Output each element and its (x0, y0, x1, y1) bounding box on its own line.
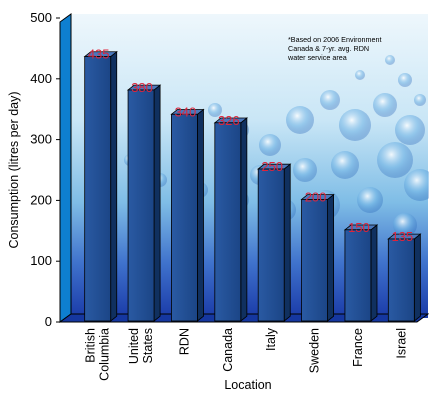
y-tick-label: 100 (30, 253, 52, 268)
bar-side (197, 108, 204, 322)
bubble-decoration (208, 103, 222, 117)
category-label: Columbia (98, 328, 112, 381)
chart-note: Canada & 7-yr. avg. RDN (288, 44, 369, 53)
bubble-decoration (339, 109, 371, 141)
y-tick-label: 300 (30, 132, 52, 147)
bar-front (214, 122, 242, 322)
bubble-decoration (398, 73, 412, 87)
x-axis-title: Location (224, 378, 271, 392)
bar-front (127, 89, 155, 322)
bar-front (171, 113, 198, 322)
bubble-decoration (355, 70, 365, 80)
bubble-decoration (393, 213, 417, 237)
category-label: States (141, 328, 155, 363)
bar-front (387, 238, 415, 322)
bar-value-label: 250 (261, 159, 283, 174)
bar (387, 233, 422, 322)
bar (257, 163, 292, 322)
category-label: RDN (177, 328, 191, 355)
bar-value-label: 150 (348, 220, 370, 235)
category-label: France (351, 328, 365, 367)
bar (126, 84, 162, 322)
chart-note: *Based on 2006 Environment (288, 35, 382, 44)
bubble-decoration (404, 169, 429, 201)
y-tick-label: 400 (30, 71, 52, 86)
bar-front (257, 168, 285, 322)
category-label: Sweden (308, 328, 322, 373)
bubble-decoration (414, 94, 426, 106)
bar-side (370, 224, 378, 322)
bar-value-label: 200 (305, 189, 327, 204)
bubble-decoration (320, 90, 340, 110)
bubble-decoration (377, 142, 413, 178)
bar-value-label: 340 (175, 104, 197, 119)
category-label: Italy (264, 327, 278, 351)
bar (343, 224, 379, 322)
bar-side (413, 233, 421, 322)
category-label: United (127, 328, 141, 364)
bar-front (301, 198, 328, 322)
y-tick-label: 0 (45, 314, 52, 329)
category-label: Canada (221, 328, 235, 372)
category-label: Israel (394, 328, 408, 359)
bubble-decoration (357, 187, 383, 213)
bar-front (84, 56, 112, 322)
bars (83, 50, 422, 322)
bar (170, 108, 205, 322)
bar-side (327, 193, 335, 322)
y-tick-label: 200 (30, 192, 52, 207)
bubble-decoration (385, 55, 395, 65)
bar-front (344, 229, 372, 322)
chart-note: water service area (287, 53, 347, 62)
bar-side (240, 117, 248, 322)
category-label: British (84, 328, 98, 363)
axes (56, 13, 429, 323)
bar (83, 50, 118, 322)
bubble-decoration (373, 93, 397, 117)
bar-value-label: 326 (218, 113, 240, 128)
bubble-decoration (286, 106, 314, 134)
bar (213, 117, 249, 322)
bar-side (153, 84, 161, 322)
bubble-decoration (331, 151, 359, 179)
y-axis-title: Consumption (litres per day) (7, 91, 21, 248)
bubble-decoration (293, 158, 317, 182)
bubble-decoration (395, 115, 425, 145)
bar-side (110, 50, 118, 322)
left-wall (59, 13, 72, 323)
labels: 0 100 200 300 400 500 Consumption (litres per … (7, 10, 413, 392)
bubble-decoration (259, 134, 281, 156)
bar-value-label: 135 (391, 229, 413, 244)
bar-value-label: 380 (131, 80, 153, 95)
bar-value-label: 435 (88, 47, 110, 62)
y-tick-label: 500 (30, 10, 52, 25)
bar-side (283, 163, 291, 322)
bar (300, 193, 335, 322)
